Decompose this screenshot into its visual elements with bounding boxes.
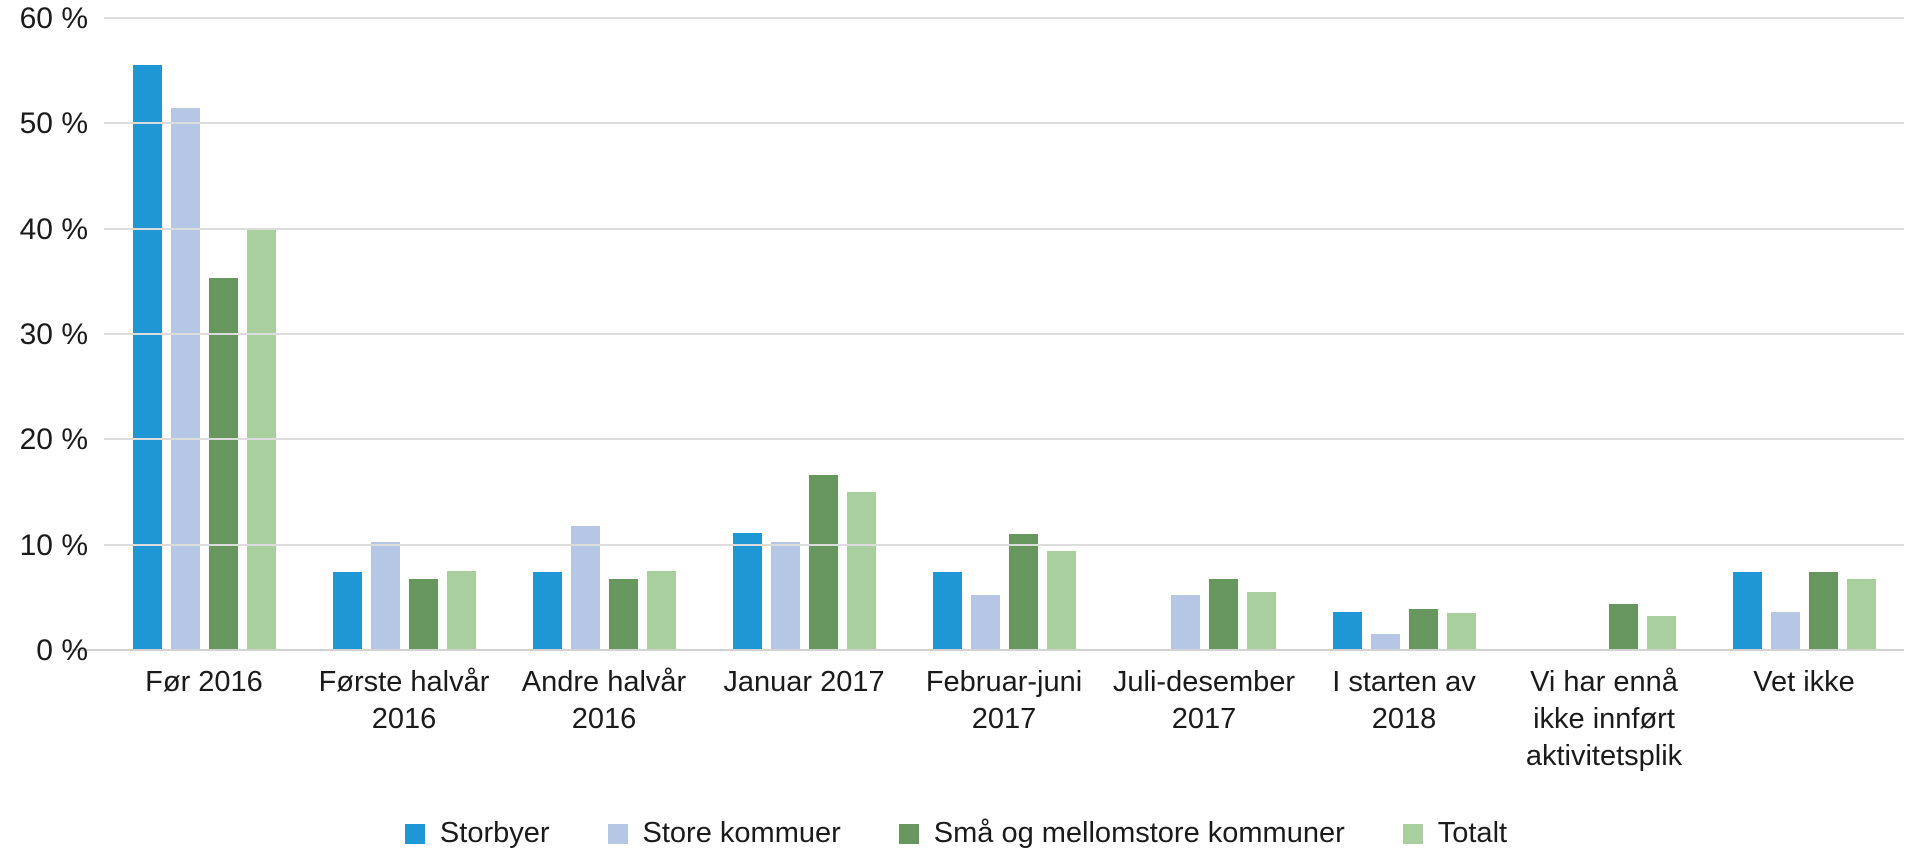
legend-item: Storbyer [404, 817, 550, 850]
plot-area: 0 % 10 % 20 % 30 % 40 % 50 % 60 % [20, 0, 1904, 667]
bar [732, 533, 762, 650]
bar [1408, 608, 1438, 650]
bar-group [1504, 0, 1704, 650]
x-axis-label: Februar-juni 2017 [925, 666, 1083, 735]
legend-label: Små og mellomstore kommuner [933, 817, 1345, 849]
bar [646, 571, 676, 650]
legend-item: Store kommuer [607, 817, 841, 850]
gridline [104, 333, 1904, 335]
y-axis-tick-label: 40 % [19, 212, 88, 246]
y-axis-tick-label: 10 % [19, 528, 88, 562]
y-axis-tick-label: 60 % [19, 2, 88, 35]
bar-group [704, 0, 904, 650]
x-axis-label: I starten av 2018 [1332, 666, 1476, 735]
x-axis-label: Januar 2017 [723, 666, 885, 698]
x-axis-labels: Før 2016 Første halvår 2016 Andre halvår 2… [104, 651, 1904, 775]
legend-label: Totalt [1437, 817, 1508, 849]
bar [1170, 595, 1200, 650]
bar-group [904, 0, 1104, 650]
bar-group [1304, 0, 1504, 650]
bar [808, 475, 838, 650]
legend-swatch-icon [607, 823, 628, 844]
y-axis-tick-label: 20 % [19, 423, 88, 457]
bar [970, 595, 1000, 650]
bar [532, 572, 562, 650]
legend-label: Storbyer [439, 817, 550, 849]
y-axis-tick-label: 50 % [19, 107, 88, 141]
x-axis-label: Vet ikke [1753, 666, 1855, 698]
bar [1646, 616, 1676, 650]
legend-item: Totalt [1402, 817, 1508, 850]
legend-swatch-icon [898, 823, 919, 844]
bar [1246, 592, 1276, 650]
bar [446, 571, 476, 650]
bar [1846, 579, 1876, 650]
bar [770, 541, 800, 650]
bar [370, 541, 400, 650]
bar [1770, 612, 1800, 650]
bar [332, 572, 362, 650]
y-axis-tick-label: 30 % [19, 318, 88, 351]
bar [170, 107, 200, 650]
bar-group [504, 0, 704, 650]
legend-swatch-icon [1402, 823, 1423, 844]
gridline [104, 122, 1904, 125]
bar [608, 579, 638, 650]
y-axis-tick-label: 0 % [36, 634, 88, 667]
bar [1808, 572, 1838, 650]
x-axis-label: Første halvår 2016 [318, 666, 490, 735]
bar [1046, 551, 1076, 650]
bar-groups [104, 0, 1904, 650]
bar [846, 492, 876, 650]
bar [208, 278, 238, 650]
bar [1732, 572, 1762, 650]
gridline [104, 543, 1904, 546]
bar [932, 572, 962, 650]
chart-legend: Storbyer Store kommuer Små og mellomstore … [0, 817, 1912, 850]
x-axis-label: Før 2016 [145, 666, 263, 698]
bar [570, 525, 600, 650]
bar [408, 579, 438, 650]
bar [1208, 579, 1238, 650]
bar [1008, 534, 1038, 650]
x-axis-label: Juli-desember 2017 [1112, 666, 1296, 735]
gridline [104, 17, 1904, 19]
x-axis-label: Andre halvår 2016 [521, 666, 687, 735]
bar [1446, 613, 1476, 650]
bar [1608, 603, 1638, 650]
legend-item: Små og mellomstore kommuner [898, 817, 1345, 850]
x-axis-label: Vi har ennå ikke innført aktivitetsplik [1525, 666, 1683, 772]
bar [1332, 612, 1362, 650]
bar-group [1704, 0, 1904, 650]
bar-group [304, 0, 504, 650]
gridline [104, 227, 1904, 230]
legend-swatch-icon [404, 823, 425, 844]
bar [132, 65, 162, 650]
bar-group [104, 0, 304, 650]
gridline [104, 438, 1904, 441]
x-axis-line [72, 649, 1904, 651]
bar [1370, 634, 1400, 650]
bar-group [1104, 0, 1304, 650]
legend-label: Store kommuer [642, 817, 841, 849]
